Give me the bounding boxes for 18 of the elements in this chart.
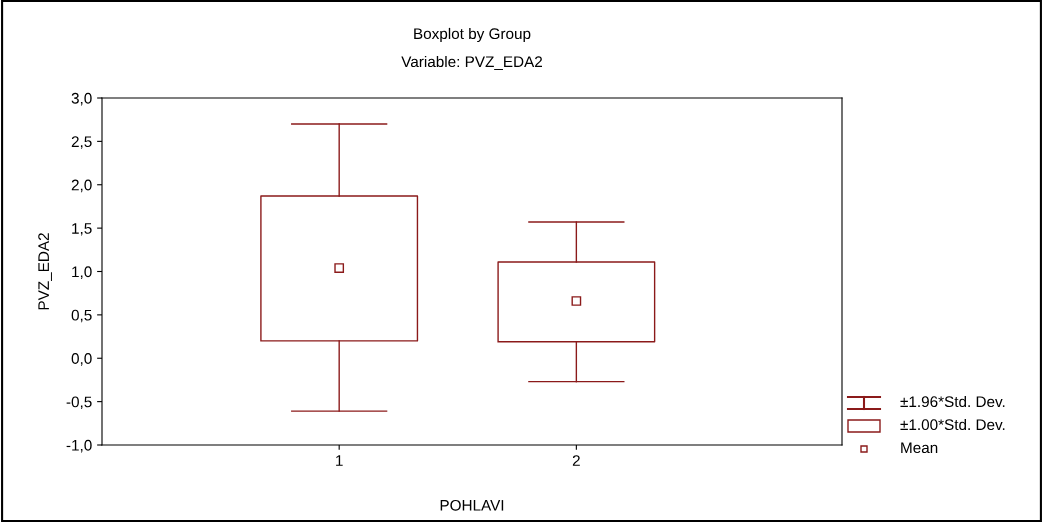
y-axis-title: PVZ_EDA2 <box>38 233 52 310</box>
x-tick-label: 1 <box>336 455 343 466</box>
y-tick-label: 2,5 <box>71 136 92 149</box>
chart-subtitle: Variable: PVZ_EDA2 <box>401 55 542 70</box>
text: Mean <box>901 442 938 454</box>
text: ±1.00*Std. Dev. <box>900 418 1005 431</box>
y-tick-label: 1,0 <box>72 266 92 279</box>
y-tick-label: 1,5 <box>72 223 92 236</box>
y-tick-label: 0,5 <box>71 309 92 323</box>
y-tick-label: -0,5 <box>66 396 92 410</box>
text: ±1.96*Std. Dev. <box>900 395 1005 408</box>
x-axis-title: POHLAVI <box>440 499 504 511</box>
chart-title: Boxplot by Group <box>414 27 531 43</box>
y-tick-label: 3,0 <box>71 92 92 106</box>
x-tick-label: 2 <box>572 455 580 466</box>
y-tick-label: -1,0 <box>66 439 92 453</box>
y-tick-label: 2,0 <box>71 179 92 193</box>
y-tick-label: 0,0 <box>71 353 92 366</box>
